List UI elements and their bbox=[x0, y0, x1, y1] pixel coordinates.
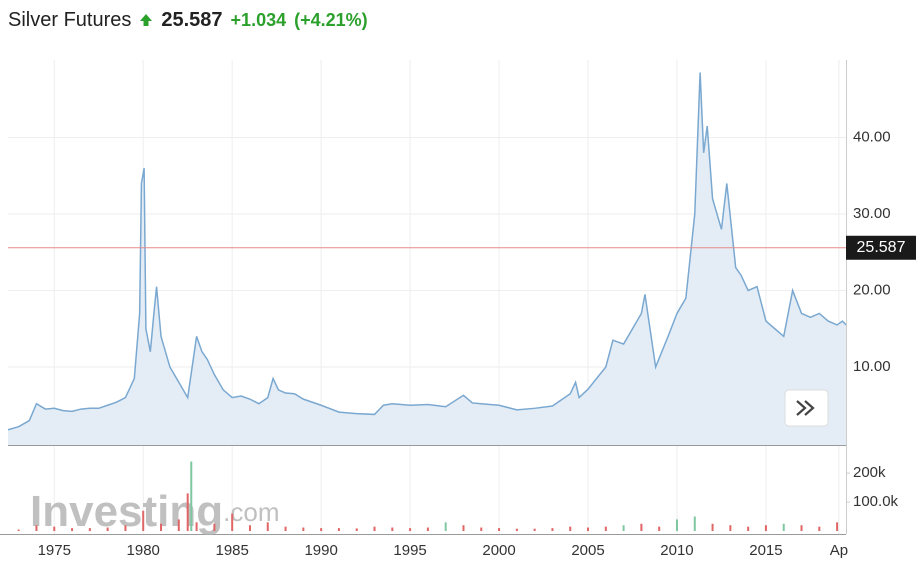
x-tick-label: 1990 bbox=[304, 542, 337, 559]
volume-bar bbox=[640, 523, 643, 531]
volume-bar bbox=[160, 523, 163, 531]
price-area bbox=[8, 72, 846, 445]
volume-bar bbox=[533, 528, 536, 531]
volume-bar bbox=[186, 493, 189, 531]
x-tick-label: 2005 bbox=[571, 542, 604, 559]
volume-bar bbox=[35, 525, 38, 531]
change: +1.034 bbox=[230, 9, 287, 30]
watermark: Investing.com bbox=[30, 487, 280, 536]
volume-bar bbox=[747, 526, 750, 531]
volume-bar bbox=[587, 527, 590, 531]
scroll-button-icon bbox=[796, 400, 815, 416]
volume-bar bbox=[355, 528, 358, 531]
volume-bar bbox=[551, 528, 554, 531]
volume-bar bbox=[213, 523, 216, 531]
volume-bar bbox=[142, 510, 145, 531]
volume-bar bbox=[658, 526, 661, 531]
volume-bar bbox=[782, 523, 785, 531]
volume-bar bbox=[426, 527, 429, 531]
volume-bar bbox=[337, 528, 340, 531]
x-tick-label: 2015 bbox=[749, 542, 782, 559]
volume-bar bbox=[195, 522, 198, 531]
last-price-box bbox=[846, 235, 916, 260]
y-tick-label: 30.00 bbox=[853, 205, 891, 222]
x-tick-label: 1995 bbox=[393, 542, 426, 559]
x-tick-label: 1985 bbox=[215, 542, 248, 559]
volume-bar bbox=[124, 525, 127, 531]
volume-tick-label: 100.0k bbox=[853, 493, 899, 510]
volume-bar bbox=[409, 528, 412, 531]
volume-bar bbox=[711, 523, 714, 531]
volume-bar bbox=[480, 527, 483, 531]
volume-bar bbox=[515, 528, 518, 531]
volume-bar bbox=[675, 519, 678, 531]
y-tick-label: 10.00 bbox=[853, 358, 891, 375]
header: Silver Futures 25.587 +1.034 (+4.21%) bbox=[8, 6, 368, 34]
volume-bar bbox=[391, 527, 394, 531]
last-price-label: 25.587 bbox=[857, 239, 906, 256]
volume-bar bbox=[17, 529, 20, 531]
watermark-brand: Investing bbox=[30, 487, 223, 536]
volume-bar bbox=[284, 526, 287, 531]
volume-bar bbox=[88, 528, 91, 531]
volume-bar bbox=[800, 525, 803, 531]
volume-bar bbox=[729, 525, 732, 531]
volume-tick-label: 200k bbox=[853, 464, 886, 481]
volume-bar bbox=[818, 526, 821, 531]
volume-bar bbox=[231, 513, 234, 531]
volume-bar bbox=[266, 522, 269, 531]
volume-bar bbox=[693, 516, 696, 531]
x-tick-label: 1975 bbox=[38, 542, 71, 559]
x-tick-label: 1980 bbox=[127, 542, 160, 559]
volume-bar bbox=[248, 525, 251, 531]
volume-bar bbox=[53, 526, 56, 531]
volume-bar bbox=[320, 528, 323, 531]
price-line bbox=[7, 72, 847, 431]
x-tick-label: 2000 bbox=[482, 542, 515, 559]
y-tick-label: 20.00 bbox=[853, 281, 891, 298]
price: 25.587 bbox=[161, 8, 223, 31]
volume-bar bbox=[302, 527, 305, 531]
volume-bar bbox=[622, 525, 625, 531]
volume-bar bbox=[190, 461, 193, 531]
x-tick-label: 2010 bbox=[660, 542, 693, 559]
volume-bar bbox=[444, 522, 447, 531]
volume-bar bbox=[373, 526, 376, 531]
volume-bar bbox=[569, 526, 572, 531]
volume-bar bbox=[498, 528, 501, 531]
volume-bar bbox=[177, 519, 180, 531]
up-arrow bbox=[140, 14, 153, 26]
volume-bar bbox=[106, 527, 109, 531]
volume-bar bbox=[604, 526, 607, 531]
title: Silver Futures bbox=[8, 8, 132, 31]
volume-bar bbox=[71, 528, 74, 531]
y-tick-label: 40.00 bbox=[853, 128, 891, 145]
change-pct: (+4.21%) bbox=[294, 9, 368, 30]
x-tick-label: Ap bbox=[830, 542, 848, 559]
volume-bar bbox=[836, 522, 839, 531]
scroll-button[interactable] bbox=[784, 389, 829, 427]
volume-bar bbox=[764, 525, 767, 531]
volume-bar bbox=[462, 525, 465, 531]
